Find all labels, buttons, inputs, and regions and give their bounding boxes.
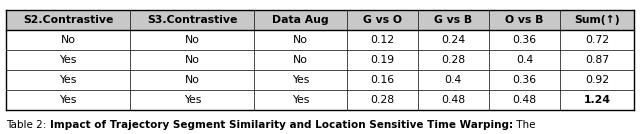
Text: 0.87: 0.87 bbox=[585, 55, 609, 65]
Text: 1.24: 1.24 bbox=[584, 95, 611, 105]
Text: Data Aug: Data Aug bbox=[272, 15, 329, 25]
Text: 0.48: 0.48 bbox=[513, 95, 536, 105]
Text: No: No bbox=[185, 75, 200, 85]
Text: No: No bbox=[293, 35, 308, 45]
Text: Sum(↑): Sum(↑) bbox=[574, 15, 620, 25]
Text: 0.12: 0.12 bbox=[370, 35, 394, 45]
Text: 0.19: 0.19 bbox=[370, 55, 394, 65]
Text: 0.4: 0.4 bbox=[445, 75, 462, 85]
Text: 0.16: 0.16 bbox=[370, 75, 394, 85]
Text: 0.92: 0.92 bbox=[585, 75, 609, 85]
Text: Yes: Yes bbox=[60, 95, 77, 105]
Text: 0.28: 0.28 bbox=[370, 95, 394, 105]
Text: 0.24: 0.24 bbox=[441, 35, 465, 45]
Text: G vs B: G vs B bbox=[434, 15, 472, 25]
Text: S3.Contrastive: S3.Contrastive bbox=[147, 15, 237, 25]
Text: Yes: Yes bbox=[292, 75, 309, 85]
Text: No: No bbox=[61, 35, 76, 45]
Text: Yes: Yes bbox=[60, 75, 77, 85]
Text: Yes: Yes bbox=[292, 95, 309, 105]
Text: G vs O: G vs O bbox=[363, 15, 402, 25]
Text: 0.4: 0.4 bbox=[516, 55, 533, 65]
Text: No: No bbox=[293, 55, 308, 65]
Text: S2.Contrastive: S2.Contrastive bbox=[23, 15, 113, 25]
Text: 0.28: 0.28 bbox=[441, 55, 465, 65]
Text: Yes: Yes bbox=[60, 55, 77, 65]
Text: Yes: Yes bbox=[184, 95, 201, 105]
Bar bbox=[6, 10, 634, 30]
Text: No: No bbox=[185, 35, 200, 45]
Text: Impact of Trajectory Segment Similarity and Location Sensitive Time Warping:: Impact of Trajectory Segment Similarity … bbox=[50, 120, 513, 130]
Text: 0.48: 0.48 bbox=[441, 95, 465, 105]
Text: No: No bbox=[185, 55, 200, 65]
Text: 0.36: 0.36 bbox=[513, 75, 536, 85]
Text: O vs B: O vs B bbox=[505, 15, 543, 25]
Text: Table 2:: Table 2: bbox=[6, 120, 50, 130]
Text: 0.36: 0.36 bbox=[513, 35, 536, 45]
Text: 0.72: 0.72 bbox=[585, 35, 609, 45]
Text: The: The bbox=[513, 120, 535, 130]
